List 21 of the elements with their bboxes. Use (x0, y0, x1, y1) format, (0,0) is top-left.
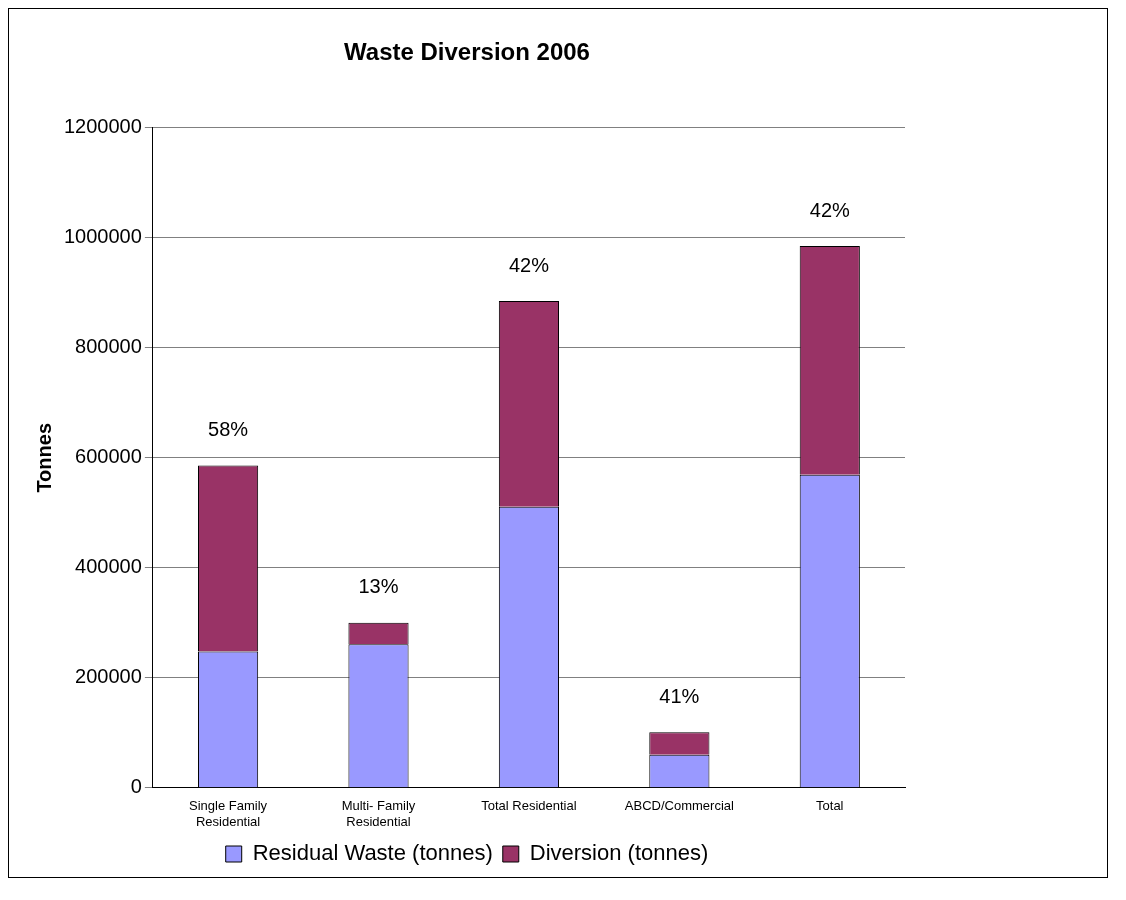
y-tick-label: 800000 (75, 335, 142, 358)
chart-title: Waste Diversion 2006 (344, 38, 590, 66)
annotation: 13% (358, 575, 399, 598)
legend-label: Residual Waste (tonnes) (252, 840, 493, 866)
x-tick-label: Total (816, 798, 844, 814)
y-tick-label: 400000 (75, 555, 142, 578)
y-tick-label: 1200000 (63, 115, 142, 138)
legend-label: Diversion (tonnes) (529, 840, 709, 866)
y-tick-label: 0 (130, 775, 142, 798)
annotation: 58% (208, 418, 249, 441)
y-tick-label: 200000 (75, 665, 142, 688)
annotation: 42% (508, 253, 550, 276)
y-tick-label: 1000000 (63, 225, 142, 248)
y-tick-label: 600000 (75, 445, 142, 468)
y-axis-title: Tonnes (32, 422, 55, 493)
x-tick-label: Single Family Residential (189, 798, 268, 829)
annotation: 41% (659, 684, 700, 707)
x-tick-label: ABCD/Commercial (624, 798, 734, 814)
x-tick-label: Multi- Family Residential (341, 798, 416, 829)
x-tick-label: Total Residential (481, 798, 577, 814)
annotation: 42% (809, 198, 851, 221)
